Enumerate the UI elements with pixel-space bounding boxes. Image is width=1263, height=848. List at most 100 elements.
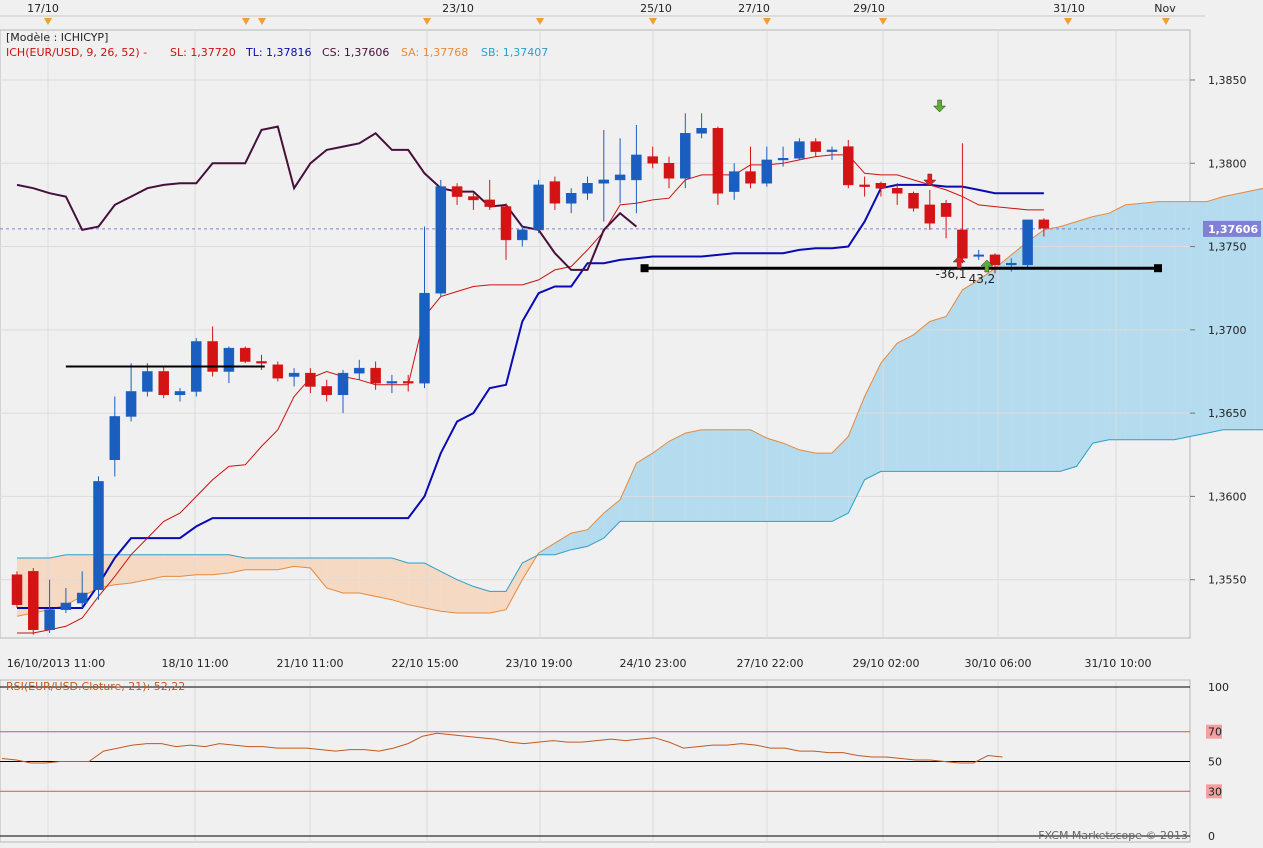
cloud-segment	[832, 436, 849, 522]
y-tick-label: 1,3750	[1208, 241, 1247, 254]
legend-sl: SL: 1,37720	[170, 46, 236, 59]
x-tick-label: 22/10 15:00	[392, 657, 459, 670]
candle-body	[239, 347, 251, 362]
candle-body	[28, 571, 39, 630]
cloud-segment	[1043, 226, 1061, 472]
x-tick-label: 21/10 11:00	[277, 657, 344, 670]
candle-body	[109, 416, 121, 461]
legend-sb: SB: 1,37407	[481, 46, 548, 59]
rsi-line	[1, 732, 1003, 764]
candle-body	[500, 206, 512, 241]
candle-body	[680, 133, 691, 179]
candle-body	[777, 158, 789, 161]
candle-body	[973, 254, 984, 257]
cloud-segment	[424, 563, 441, 612]
y-tick-label: 1,3600	[1208, 490, 1247, 503]
cloud-segment	[620, 463, 637, 522]
candle-body	[468, 196, 479, 201]
cloud-segment	[440, 571, 458, 614]
cloud-segment	[1174, 201, 1191, 440]
annotation-loss: -36,1	[935, 267, 966, 281]
cloud-segment	[359, 558, 376, 597]
top-date-label: 29/10	[853, 2, 885, 15]
candle-body	[386, 381, 398, 384]
cloud-segment	[114, 554, 132, 585]
cloud-segment	[978, 268, 995, 472]
candle-body	[60, 602, 72, 610]
candle-body	[207, 341, 218, 372]
cloud-segment	[196, 554, 213, 575]
top-date-marker	[879, 18, 887, 25]
cloud-segment	[326, 558, 343, 594]
candle-body	[125, 391, 137, 417]
candle-body	[598, 179, 610, 184]
cloud-segment	[473, 586, 490, 614]
y-tick-label: 1,3550	[1208, 574, 1247, 587]
cloud-segment	[929, 316, 947, 472]
candle-body	[142, 371, 153, 392]
cloud-segment	[1092, 213, 1110, 444]
candle-body	[174, 391, 186, 396]
tenkan-sen-line	[17, 154, 1044, 634]
candle-body	[924, 204, 936, 224]
cloud-segment	[212, 554, 229, 575]
candle-body	[908, 192, 919, 209]
cloud-segment	[848, 396, 865, 514]
cloud-segment	[783, 443, 800, 522]
candle-body	[761, 159, 773, 184]
rsi-level-label: 30	[1208, 785, 1222, 798]
top-date-label: 17/10	[27, 2, 59, 15]
cloud-segment	[571, 529, 588, 550]
legend-ichimoku: ICH(EUR/USD, 9, 26, 52) -	[6, 46, 147, 59]
rsi-level-label: 70	[1208, 726, 1222, 739]
cloud-segment	[685, 429, 702, 522]
candle-body	[631, 154, 642, 181]
signal-arrow-down-green	[932, 99, 947, 113]
candle-body	[533, 184, 544, 231]
cloud-segment	[1158, 201, 1175, 440]
cloud-segment	[1125, 203, 1142, 440]
cloud-segment	[310, 558, 327, 589]
candle-body	[1038, 219, 1050, 229]
top-date-marker	[258, 18, 266, 25]
rsi-level-label: 50	[1208, 756, 1222, 769]
candle-body	[11, 574, 23, 605]
cloud-segment	[669, 433, 686, 522]
candle-body	[614, 174, 626, 181]
cloud-segment	[554, 533, 572, 555]
top-date-marker	[44, 18, 52, 25]
x-tick-label: 30/10 06:00	[965, 657, 1032, 670]
legend-tl: TL: 1,37816	[245, 46, 312, 59]
cloud-segment	[228, 554, 246, 574]
signal-arrow-down-red	[923, 173, 937, 187]
cloud-segment	[880, 343, 898, 472]
candle-body	[1006, 262, 1017, 266]
candle-body	[810, 141, 821, 152]
cloud-segment	[717, 429, 735, 522]
candle-body	[663, 163, 675, 179]
cloud-segment	[636, 453, 653, 522]
candle-body	[370, 367, 381, 384]
x-tick-label: 16/10/2013 11:00	[7, 657, 106, 670]
candle-body	[728, 171, 740, 192]
candle-body	[859, 184, 870, 187]
rsi-level-label: 0	[1208, 830, 1215, 843]
cloud-segment	[864, 363, 881, 480]
cloud-segment	[49, 554, 66, 610]
candle-body	[826, 149, 838, 152]
chart-credit: FXCM Marketscope © 2013	[1038, 829, 1188, 842]
chikou-span-line	[16, 125, 638, 271]
x-tick-label: 27/10 22:00	[737, 657, 804, 670]
chart-model-title: [Modèle : ICHICYP]	[6, 31, 108, 44]
candle-body	[1022, 219, 1033, 266]
cloud-segment	[995, 254, 1012, 472]
cloud-segment	[701, 429, 718, 522]
candle-body	[940, 202, 952, 217]
candle-body	[745, 171, 756, 184]
rsi-level-badge-70	[1206, 724, 1222, 739]
cloud-segment	[261, 558, 278, 570]
top-date-label: Nov	[1154, 2, 1176, 15]
candle-body	[484, 199, 495, 207]
rsi-level-label: 100	[1208, 681, 1229, 694]
top-date-marker	[763, 18, 771, 25]
